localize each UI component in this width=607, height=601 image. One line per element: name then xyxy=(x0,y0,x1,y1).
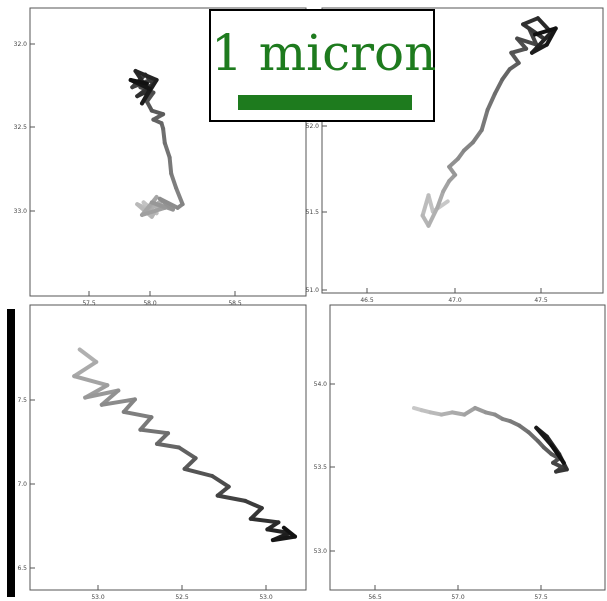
x-tick-label: 57.5 xyxy=(82,300,96,307)
trajectory-segment xyxy=(270,534,297,543)
trajectory-segment xyxy=(174,186,185,207)
trajectory-segment xyxy=(462,140,475,153)
trajectory-segment xyxy=(140,195,159,217)
x-tick-label: 47.5 xyxy=(534,297,548,304)
trajectory-segment xyxy=(121,409,154,420)
trajectory-segment xyxy=(493,77,505,96)
trajectory-segment xyxy=(155,441,181,450)
scale-bar xyxy=(238,95,412,110)
trajectory-segment xyxy=(420,193,431,218)
trajectory-segment xyxy=(77,347,99,364)
trajectory-segment xyxy=(450,410,467,417)
trajectory-segment xyxy=(243,498,264,511)
x-tick-label: 57.0 xyxy=(451,594,465,601)
trajectory-segment xyxy=(177,445,198,461)
trajectory-segment xyxy=(128,78,149,86)
trajectory-segment xyxy=(470,128,484,145)
trajectory-segment xyxy=(530,42,549,55)
trajectory-segment xyxy=(161,126,167,145)
trajectory-segment xyxy=(138,415,154,432)
trajectory-segment xyxy=(462,406,478,417)
trajectory-segment xyxy=(248,516,281,525)
x-tick-label: 47.0 xyxy=(448,297,462,304)
trajectory-segment xyxy=(447,156,461,169)
trajectory-segment xyxy=(521,22,546,41)
trajectory-segment xyxy=(157,196,180,210)
trajectory-segment xyxy=(121,397,137,414)
trajectory-segment xyxy=(72,360,99,379)
trajectory-segment xyxy=(515,36,539,47)
trajectory-segment xyxy=(426,205,440,228)
trajectory-segment xyxy=(549,443,566,465)
trajectory-segment xyxy=(138,427,170,436)
trajectory-segment xyxy=(533,26,558,37)
y-tick-label: 32.5 xyxy=(14,124,28,131)
trajectory-segment xyxy=(534,425,554,448)
trajectory-segment xyxy=(485,91,497,112)
trajectory-segment xyxy=(544,26,558,47)
y-tick-label: 6.5 xyxy=(17,565,27,572)
y-tick-label: 52.0 xyxy=(306,123,320,130)
trajectory-segment xyxy=(155,431,170,446)
trajectory-segment xyxy=(215,493,248,503)
scale-bar-label: 1 micron xyxy=(211,24,437,82)
trajectory-segment xyxy=(140,205,167,217)
x-tick-label: 57.5 xyxy=(534,594,548,601)
trajectory-segment xyxy=(526,430,540,443)
x-tick-label: 53.0 xyxy=(91,594,105,601)
trajectory-segment xyxy=(182,466,215,478)
scale-bar-box: 1 micron xyxy=(209,9,437,122)
trajectory-segment xyxy=(265,527,292,535)
trajectory-segment xyxy=(169,171,179,190)
x-tick-label: 46.5 xyxy=(360,297,374,304)
trajectory-segment xyxy=(140,87,153,106)
y-tick-label: 51.0 xyxy=(306,287,320,294)
trajectory-segment xyxy=(509,46,529,55)
trajectory-segment xyxy=(281,525,297,539)
trajectory-segment xyxy=(133,69,159,82)
x-tick-label: 58.0 xyxy=(143,300,157,307)
trajectory-segment xyxy=(72,374,110,388)
trajectory-segment xyxy=(83,388,121,400)
trajectory-segment xyxy=(162,141,172,160)
panel-bottom-left: 53.0 52.5 53.0 7.5 7.0 6.5 xyxy=(17,304,307,601)
y-tick-label: 54.0 xyxy=(314,381,328,388)
trajectory-segment xyxy=(210,474,231,489)
panel-bottom-right: 56.5 57.0 57.5 54.0 53.5 53.0 xyxy=(314,304,606,601)
trajectory-segment xyxy=(99,397,137,407)
trajectory-segment xyxy=(479,107,490,133)
y-tick-label: 53.5 xyxy=(314,464,328,471)
trajectory-segment xyxy=(500,67,512,82)
y-tick-label: 7.5 xyxy=(17,397,27,404)
y-tick-label: 53.0 xyxy=(314,548,328,555)
trajectory-segment xyxy=(435,189,446,210)
x-tick-label: 58.5 xyxy=(228,300,242,307)
trajectory-segment xyxy=(182,456,198,471)
trajectory-segment xyxy=(521,16,540,27)
x-tick-label: 52.5 xyxy=(175,594,189,601)
panel-edge-bar xyxy=(7,309,15,597)
x-tick-label: 56.5 xyxy=(368,594,382,601)
x-tick-label: 53.0 xyxy=(259,594,273,601)
y-tick-label: 51.5 xyxy=(306,209,320,216)
y-tick-label: 7.0 xyxy=(17,481,27,488)
plot-frame xyxy=(329,304,606,591)
trajectory-segment xyxy=(167,155,174,176)
y-tick-label: 32.0 xyxy=(14,41,28,48)
y-tick-label: 33.0 xyxy=(14,208,28,215)
